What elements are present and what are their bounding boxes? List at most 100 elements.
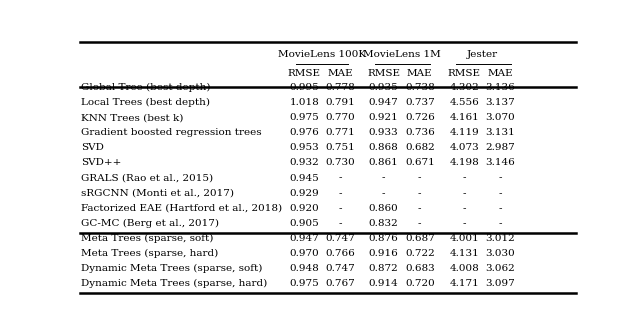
Text: 0.751: 0.751	[326, 143, 355, 152]
Text: RMSE: RMSE	[288, 70, 321, 78]
Text: -: -	[418, 174, 422, 182]
Text: 0.736: 0.736	[405, 128, 435, 137]
Text: -: -	[339, 219, 342, 228]
Text: 0.914: 0.914	[369, 279, 399, 288]
Text: 3.030: 3.030	[486, 249, 515, 258]
Text: 0.730: 0.730	[326, 159, 355, 167]
Text: Gradient boosted regression trees: Gradient boosted regression trees	[81, 128, 262, 137]
Text: 0.876: 0.876	[369, 234, 399, 243]
Text: 1.018: 1.018	[289, 98, 319, 107]
Text: MovieLens 1M: MovieLens 1M	[362, 50, 440, 59]
Text: 0.687: 0.687	[405, 234, 435, 243]
Text: 3.131: 3.131	[486, 128, 515, 137]
Text: MAE: MAE	[488, 70, 513, 78]
Text: 0.953: 0.953	[289, 143, 319, 152]
Text: RMSE: RMSE	[367, 70, 400, 78]
Text: 4.198: 4.198	[449, 159, 479, 167]
Text: 0.832: 0.832	[369, 219, 399, 228]
Text: 4.556: 4.556	[449, 98, 479, 107]
Text: Factorized EAE (Hartford et al., 2018): Factorized EAE (Hartford et al., 2018)	[81, 204, 283, 213]
Text: -: -	[499, 204, 502, 213]
Text: Meta Trees (sparse, soft): Meta Trees (sparse, soft)	[81, 234, 214, 243]
Text: 4.073: 4.073	[449, 143, 479, 152]
Text: 0.868: 0.868	[369, 143, 399, 152]
Text: -: -	[499, 219, 502, 228]
Text: 4.302: 4.302	[449, 83, 479, 92]
Text: 0.722: 0.722	[405, 249, 435, 258]
Text: Meta Trees (sparse, hard): Meta Trees (sparse, hard)	[81, 249, 219, 258]
Text: 0.970: 0.970	[289, 249, 319, 258]
Text: 0.747: 0.747	[326, 264, 355, 273]
Text: sRGCNN (Monti et al., 2017): sRGCNN (Monti et al., 2017)	[81, 189, 234, 198]
Text: -: -	[339, 189, 342, 198]
Text: 0.921: 0.921	[369, 113, 399, 122]
Text: 0.935: 0.935	[369, 83, 399, 92]
Text: Dynamic Meta Trees (sparse, soft): Dynamic Meta Trees (sparse, soft)	[81, 264, 263, 273]
Text: 0.682: 0.682	[405, 143, 435, 152]
Text: -: -	[499, 189, 502, 198]
Text: SVD++: SVD++	[81, 159, 122, 167]
Text: 0.976: 0.976	[289, 128, 319, 137]
Text: 0.947: 0.947	[369, 98, 399, 107]
Text: MAE: MAE	[407, 70, 433, 78]
Text: 0.975: 0.975	[289, 279, 319, 288]
Text: 0.860: 0.860	[369, 204, 399, 213]
Text: 0.932: 0.932	[289, 159, 319, 167]
Text: -: -	[463, 204, 466, 213]
Text: -: -	[463, 174, 466, 182]
Text: MAE: MAE	[328, 70, 353, 78]
Text: 4.131: 4.131	[449, 249, 479, 258]
Text: -: -	[382, 174, 385, 182]
Text: 0.791: 0.791	[326, 98, 355, 107]
Text: 0.671: 0.671	[405, 159, 435, 167]
Text: 3.136: 3.136	[486, 83, 515, 92]
Text: -: -	[463, 219, 466, 228]
Text: 0.778: 0.778	[326, 83, 355, 92]
Text: -: -	[418, 204, 422, 213]
Text: 3.062: 3.062	[486, 264, 515, 273]
Text: 0.947: 0.947	[289, 234, 319, 243]
Text: Dynamic Meta Trees (sparse, hard): Dynamic Meta Trees (sparse, hard)	[81, 279, 268, 288]
Text: 0.933: 0.933	[369, 128, 399, 137]
Text: 3.012: 3.012	[486, 234, 515, 243]
Text: 0.920: 0.920	[289, 204, 319, 213]
Text: 0.916: 0.916	[369, 249, 399, 258]
Text: KNN Trees (best k): KNN Trees (best k)	[81, 113, 184, 122]
Text: 0.948: 0.948	[289, 264, 319, 273]
Text: 0.720: 0.720	[405, 279, 435, 288]
Text: 0.945: 0.945	[289, 174, 319, 182]
Text: 0.767: 0.767	[326, 279, 355, 288]
Text: 4.008: 4.008	[449, 264, 479, 273]
Text: -: -	[418, 219, 422, 228]
Text: 4.119: 4.119	[449, 128, 479, 137]
Text: 0.975: 0.975	[289, 113, 319, 122]
Text: -: -	[339, 174, 342, 182]
Text: 0.747: 0.747	[326, 234, 355, 243]
Text: 0.737: 0.737	[405, 98, 435, 107]
Text: Global Tree (best depth): Global Tree (best depth)	[81, 83, 211, 92]
Text: Local Trees (best depth): Local Trees (best depth)	[81, 98, 211, 107]
Text: -: -	[463, 189, 466, 198]
Text: 0.738: 0.738	[405, 83, 435, 92]
Text: 3.137: 3.137	[486, 98, 515, 107]
Text: 3.070: 3.070	[486, 113, 515, 122]
Text: 3.146: 3.146	[486, 159, 515, 167]
Text: GRALS (Rao et al., 2015): GRALS (Rao et al., 2015)	[81, 174, 214, 182]
Text: MovieLens 100K: MovieLens 100K	[278, 50, 366, 59]
Text: 0.872: 0.872	[369, 264, 399, 273]
Text: 0.683: 0.683	[405, 264, 435, 273]
Text: 2.987: 2.987	[486, 143, 515, 152]
Text: 4.171: 4.171	[449, 279, 479, 288]
Text: 0.905: 0.905	[289, 219, 319, 228]
Text: 4.001: 4.001	[449, 234, 479, 243]
Text: 4.161: 4.161	[449, 113, 479, 122]
Text: 0.771: 0.771	[326, 128, 355, 137]
Text: 0.861: 0.861	[369, 159, 399, 167]
Text: SVD: SVD	[81, 143, 104, 152]
Text: -: -	[418, 189, 422, 198]
Text: 3.097: 3.097	[486, 279, 515, 288]
Text: 0.766: 0.766	[326, 249, 355, 258]
Text: -: -	[339, 204, 342, 213]
Text: -: -	[382, 189, 385, 198]
Text: Jester: Jester	[467, 50, 499, 59]
